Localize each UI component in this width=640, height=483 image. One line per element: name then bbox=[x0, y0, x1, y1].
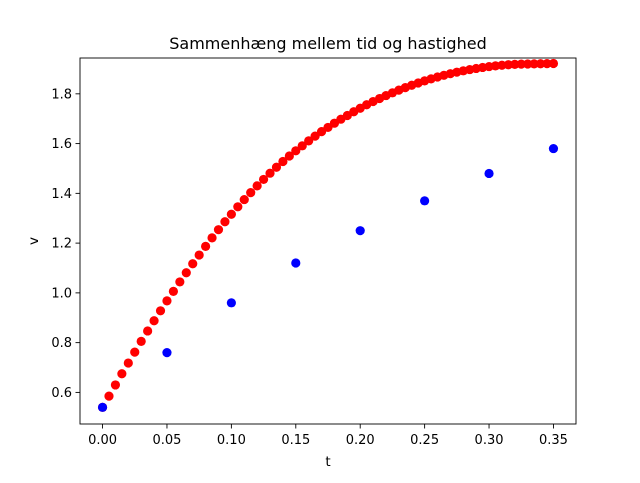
data-point bbox=[516, 59, 526, 69]
data-point bbox=[155, 306, 166, 316]
data-point bbox=[310, 131, 320, 141]
x-tick-label: 0.15 bbox=[281, 433, 310, 448]
data-point bbox=[265, 168, 275, 178]
data-point bbox=[194, 250, 204, 260]
y-tick-label: 0.8 bbox=[51, 336, 72, 351]
data-point bbox=[207, 233, 217, 243]
y-tick-label: 1.8 bbox=[51, 87, 72, 102]
plot-area bbox=[80, 58, 576, 424]
axes-frame bbox=[79, 57, 577, 425]
data-marks bbox=[97, 58, 559, 412]
data-point bbox=[213, 225, 224, 235]
data-point bbox=[226, 298, 236, 308]
data-point bbox=[484, 168, 494, 179]
x-axis-label: t bbox=[325, 454, 330, 470]
chart-title: Sammenhæng mellem tid og hastighed bbox=[169, 34, 486, 53]
data-point bbox=[291, 146, 301, 156]
y-tick-label: 1.4 bbox=[51, 187, 72, 202]
data-point bbox=[104, 391, 114, 401]
data-point bbox=[162, 296, 172, 306]
data-point bbox=[297, 141, 307, 151]
x-tick-label: 0.00 bbox=[88, 433, 117, 448]
y-tick-label: 1.6 bbox=[51, 137, 72, 152]
data-point bbox=[136, 336, 146, 346]
y-axis-label: v bbox=[26, 237, 42, 245]
data-point bbox=[258, 174, 269, 185]
data-point bbox=[420, 196, 430, 206]
data-point bbox=[291, 258, 301, 268]
x-tick-label: 0.10 bbox=[217, 433, 246, 448]
data-point bbox=[220, 217, 230, 227]
axis-ticks: 0.00 0.05 0.10 0.15 0.20 0.25 0.30 0.35 0.6 0.8 1.… bbox=[51, 87, 568, 448]
data-point bbox=[181, 268, 191, 278]
data-point bbox=[97, 402, 108, 412]
data-point bbox=[252, 181, 262, 191]
data-point bbox=[149, 316, 159, 326]
series-red-points bbox=[97, 58, 559, 412]
data-point bbox=[542, 58, 552, 69]
series-blue-points bbox=[97, 143, 559, 412]
x-tick-label: 0.25 bbox=[410, 433, 439, 448]
data-point bbox=[548, 58, 559, 69]
data-point bbox=[162, 347, 172, 358]
x-tick-label: 0.30 bbox=[475, 433, 504, 448]
data-point bbox=[168, 286, 179, 296]
x-tick-label: 0.05 bbox=[152, 433, 181, 448]
data-point bbox=[130, 347, 140, 357]
data-point bbox=[175, 277, 185, 287]
data-point bbox=[239, 194, 249, 205]
data-point bbox=[523, 59, 533, 69]
data-point bbox=[117, 369, 127, 379]
data-point bbox=[510, 59, 520, 69]
y-tick-label: 1.0 bbox=[51, 286, 72, 301]
data-point bbox=[304, 136, 314, 146]
data-point bbox=[188, 259, 198, 269]
data-point bbox=[278, 156, 288, 167]
y-tick-label: 1.2 bbox=[51, 237, 72, 252]
data-point bbox=[226, 209, 236, 219]
data-point bbox=[123, 358, 133, 368]
data-point bbox=[201, 241, 211, 251]
x-tick-label: 0.35 bbox=[539, 433, 568, 448]
data-point bbox=[143, 326, 153, 336]
data-point bbox=[535, 59, 546, 69]
data-point bbox=[548, 143, 559, 154]
y-tick-label: 0.6 bbox=[51, 386, 72, 401]
x-tick-label: 0.20 bbox=[346, 433, 375, 448]
data-point bbox=[529, 59, 539, 69]
data-point bbox=[246, 188, 256, 198]
data-point bbox=[355, 226, 365, 236]
data-point bbox=[284, 151, 294, 161]
data-point bbox=[110, 380, 121, 390]
data-point bbox=[233, 202, 243, 212]
data-point bbox=[271, 162, 282, 172]
